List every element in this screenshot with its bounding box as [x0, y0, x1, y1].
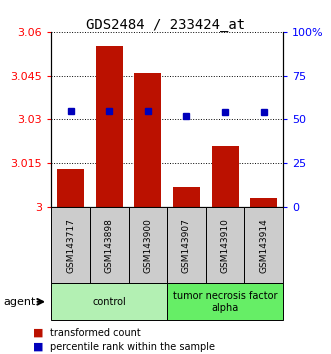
Text: GSM143914: GSM143914	[259, 218, 268, 273]
Bar	[173, 187, 200, 207]
Text: control: control	[92, 297, 126, 307]
Text: GSM143900: GSM143900	[143, 218, 152, 273]
Text: transformed count: transformed count	[50, 328, 140, 338]
Bar	[167, 207, 206, 283]
Text: percentile rank within the sample: percentile rank within the sample	[50, 342, 214, 352]
Bar	[51, 207, 90, 283]
Text: GSM143898: GSM143898	[105, 218, 114, 273]
Bar	[167, 283, 283, 320]
Bar	[96, 46, 123, 207]
Bar	[206, 207, 244, 283]
Text: GDS2484 / 233424_at: GDS2484 / 233424_at	[86, 18, 245, 32]
Bar	[134, 73, 161, 207]
Bar	[90, 207, 128, 283]
Bar	[212, 146, 239, 207]
Bar	[128, 207, 167, 283]
Bar	[244, 207, 283, 283]
Text: GSM143717: GSM143717	[66, 218, 75, 273]
Text: GSM143910: GSM143910	[220, 218, 230, 273]
Bar	[57, 169, 84, 207]
Text: tumor necrosis factor
alpha: tumor necrosis factor alpha	[173, 291, 277, 313]
Text: agent: agent	[3, 297, 36, 307]
Text: ■: ■	[33, 342, 44, 352]
Bar	[250, 198, 277, 207]
Text: GSM143907: GSM143907	[182, 218, 191, 273]
Text: ■: ■	[33, 328, 44, 338]
Bar	[51, 283, 167, 320]
